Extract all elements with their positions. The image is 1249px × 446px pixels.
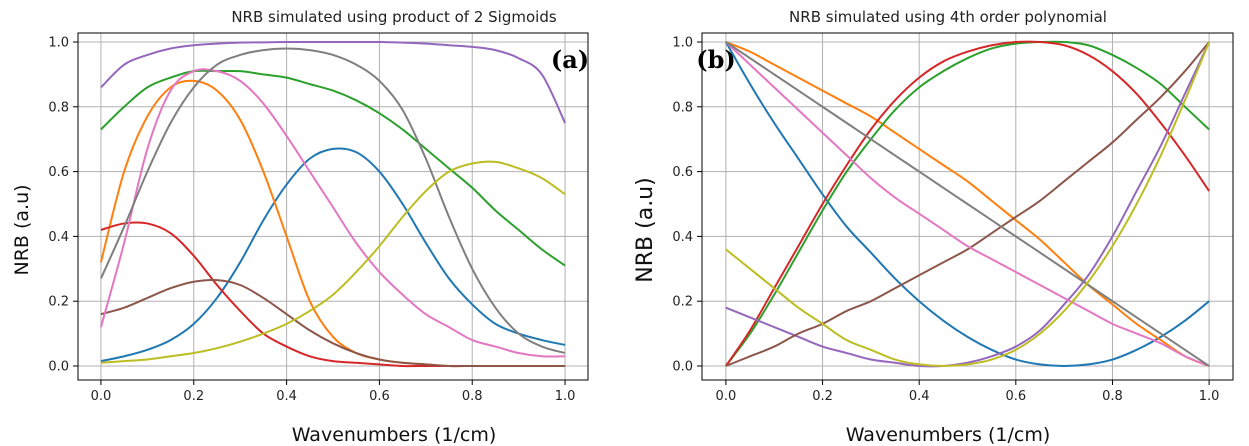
- series-group-b: [725, 40, 1211, 368]
- series-line-b-4: [725, 40, 1210, 367]
- panel-label-b: (b): [696, 45, 736, 74]
- series-line-b-6: [725, 41, 1210, 367]
- x-axis-label-b: Wavenumbers (1/cm): [846, 424, 1051, 446]
- series-line-a-6: [100, 278, 566, 368]
- series-line-a-1: [100, 147, 566, 363]
- series-line-b-2: [725, 41, 1210, 367]
- panel-label-a: (a): [551, 45, 589, 74]
- x-tick-label-b: 0.6: [1005, 389, 1026, 404]
- y-tick-label-b: 0.8: [672, 100, 693, 115]
- x-tick-label-b: 0.2: [812, 389, 833, 404]
- y-tick-label-b: 0.4: [672, 230, 693, 245]
- x-tick-label-b: 1.0: [1199, 389, 1220, 404]
- y-tick-label-a: 0.0: [48, 360, 69, 375]
- plot-frame-a: [77, 32, 589, 381]
- x-tick-label-a: 0.2: [183, 389, 204, 404]
- series-line-b-9: [725, 41, 1211, 367]
- series-line-a-3: [100, 69, 566, 267]
- x-tick-label-a: 1.0: [555, 389, 576, 404]
- y-tick-label-a: 0.8: [48, 100, 69, 115]
- y-tick-label-a: 0.4: [48, 230, 69, 245]
- series-line-a-8: [100, 47, 566, 355]
- y-tick-label-a: 0.2: [48, 295, 69, 310]
- x-tick-label-a: 0.0: [91, 389, 112, 404]
- x-tick-label-b: 0.4: [909, 389, 930, 404]
- y-tick-label-b: 0.6: [672, 165, 693, 180]
- x-tick-label-b: 0.8: [1102, 389, 1123, 404]
- chart-panel-b: NRB simulated using 4th order polynomial…: [633, 8, 1234, 446]
- plot-frame-b: [701, 32, 1234, 381]
- series-line-b-3: [725, 40, 1210, 367]
- x-tick-label-a: 0.4: [276, 389, 297, 404]
- series-line-a-5: [100, 40, 566, 124]
- series-line-a-7: [99, 68, 566, 358]
- series-group-a: [99, 40, 566, 368]
- series-line-b-7: [725, 41, 1210, 367]
- y-axis-label-b: NRB (a.u): [633, 177, 658, 282]
- ticks-b: 0.0 0.2 0.4 0.6 0.8 1.0 0.0 0.2 0.4 0.6 0.8 1.0: [672, 36, 1219, 405]
- series-line-b-5: [725, 41, 1211, 368]
- x-tick-label-a: 0.6: [369, 389, 390, 404]
- chart-title-b: NRB simulated using 4th order polynomial: [789, 8, 1107, 26]
- y-tick-label-a: 0.6: [48, 165, 69, 180]
- series-line-b-8: [725, 41, 1210, 367]
- ticks-a: 0.0 0.2 0.4 0.6 0.8 1.0 0.0 0.2 0.4 0.6 0.8 1.0: [48, 36, 575, 405]
- y-tick-label-b: 0.2: [672, 295, 693, 310]
- y-axis-label-a: NRB (a.u): [11, 184, 33, 275]
- series-line-b-1: [725, 41, 1210, 367]
- y-tick-label-b: 1.0: [672, 36, 693, 51]
- series-line-a-9: [100, 160, 566, 364]
- x-tick-label-a: 0.8: [462, 389, 483, 404]
- x-axis-label-a: Wavenumbers (1/cm): [292, 424, 497, 446]
- x-tick-label-b: 0.0: [716, 389, 737, 404]
- y-tick-label-b: 0.0: [672, 360, 693, 375]
- chart-title-a: NRB simulated using product of 2 Sigmoid…: [231, 8, 557, 26]
- y-tick-label-a: 1.0: [48, 36, 69, 51]
- chart-panel-a: NRB simulated using product of 2 Sigmoid…: [11, 8, 589, 446]
